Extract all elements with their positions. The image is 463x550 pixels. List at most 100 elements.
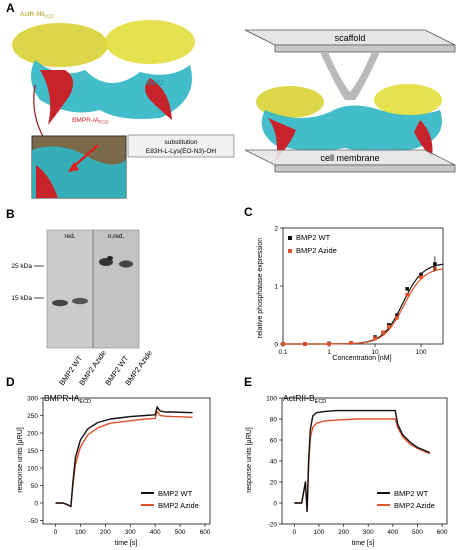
mw-label-25: 25 kDa <box>11 263 32 270</box>
substitution-text: E83H-L-Lys(EO-N3)-OH <box>146 148 216 155</box>
scaffold-plane-side <box>274 44 456 53</box>
scaffold-bmpr-left <box>268 118 296 160</box>
panel-c-letter: C <box>244 205 253 219</box>
c-ytick-label: 2 <box>274 225 278 232</box>
e-title: ActRII-BECD <box>283 393 326 405</box>
panel-b: B red. n.red. 25 kDa 15 kDa BMP2 WT BMP2… <box>6 207 154 387</box>
d-xlabel: time [s] <box>115 540 138 547</box>
scaffold-illustration: scaffold cell membrane <box>244 29 456 173</box>
e-xtick-label: 200 <box>338 529 349 536</box>
actr-domain-right <box>105 20 195 64</box>
c-xtick-label: 10 <box>371 349 379 356</box>
band-nonred-azide <box>119 260 133 268</box>
substitution-box-frame <box>127 134 235 158</box>
c-point <box>419 272 423 277</box>
label-bmpr: BMPR-IAECD <box>72 117 109 125</box>
gel-lane-labels: BMP2 WT BMP2 Azide BMP2 WT BMP2 Azide <box>57 349 154 388</box>
membrane-plane-side <box>274 164 456 173</box>
e-legend: BMP2 WT BMP2 Azide <box>377 489 435 510</box>
c-xtick-label: 0.1 <box>278 349 287 356</box>
scaffold-actr-left <box>256 86 324 118</box>
e-legend-wt: BMP2 WT <box>394 489 429 498</box>
inset-arrow <box>71 144 99 169</box>
c-point <box>419 275 423 280</box>
gel-label-reduced: red. <box>64 233 75 240</box>
inset-arrowhead <box>68 162 79 172</box>
panel-d: D response units [µRU] time [s] BMPR-IAE… <box>6 375 211 547</box>
band-red-wt <box>52 299 68 307</box>
mw-label-15: 15 kDa <box>11 295 32 302</box>
c-fit-line-0 <box>283 263 444 345</box>
e-series-line-0 <box>294 409 431 513</box>
e-ytick-label: 80 <box>270 416 278 423</box>
receptor-complex-illustration: ActR-IIBECD BMP2 BMPR-IAECD <box>12 11 195 141</box>
label-scaffold: scaffold <box>335 33 366 43</box>
d-axes-frame <box>42 397 211 525</box>
d-xtick-label: 600 <box>200 529 211 536</box>
scaffold-bmp2 <box>261 105 442 153</box>
c-point <box>373 336 377 340</box>
d-xtick-label: 400 <box>150 529 161 536</box>
d-ytick-label: -50 <box>29 518 39 525</box>
e-xtick-label: 0 <box>293 529 297 536</box>
c-point <box>381 330 385 335</box>
e-ytick-label: -20 <box>268 521 278 528</box>
e-ytick-label: 60 <box>270 437 278 444</box>
inset-bmp2 <box>32 146 126 198</box>
substitution-title: substitution <box>165 139 198 146</box>
c-point <box>387 324 391 329</box>
band-nonred-wt <box>99 258 113 266</box>
c-legend-marker-azide <box>288 249 292 253</box>
c-ylabel: relative phosphatase expression <box>257 238 264 339</box>
d-ytick-label: 0 <box>34 500 38 507</box>
label-actr: ActR-IIBECD <box>20 11 54 19</box>
c-plot-area: 0.1 1 10 100 0 1 2 <box>274 225 444 356</box>
c-legend-marker-wt <box>288 236 292 240</box>
panel-a: A ActR-IIBECD BMP2 BMPR-IAECD substituti… <box>6 1 456 199</box>
c-point <box>327 342 331 346</box>
band-red-azide <box>72 297 88 305</box>
bmpr-domain-left <box>40 70 74 125</box>
e-xtick-label: 400 <box>387 529 398 536</box>
e-xlabel: time [s] <box>352 540 375 547</box>
d-legend-wt: BMP2 WT <box>158 489 193 498</box>
c-legend-wt: BMP2 WT <box>296 233 331 242</box>
d-legend: BMP2 WT BMP2 Azide <box>141 489 199 510</box>
e-legend-azide: BMP2 Azide <box>394 501 435 510</box>
c-point <box>349 341 353 345</box>
panel-d-letter: D <box>6 375 15 389</box>
c-ytick-label: 1 <box>274 283 278 290</box>
d-title: BMPR-IAECD <box>44 393 91 405</box>
d-ytick-label: 100 <box>27 465 38 472</box>
bmpr-domain-right <box>145 78 172 120</box>
c-legend: BMP2 WT BMP2 Azide <box>288 233 337 255</box>
d-ytick-label: 250 <box>27 413 38 420</box>
d-plot-area: 0 100 200 300 400 500 600 -50 0 50 100 150 200 250 300 <box>27 395 211 536</box>
scaffold-actr-right <box>374 84 442 116</box>
panel-e-letter: E <box>244 375 252 389</box>
e-plot-area: 0 100 200 300 400 500 600 -20 0 20 40 60 80 100 <box>266 395 448 536</box>
e-ytick-label: 40 <box>270 458 278 465</box>
d-ylabel: response units [µRU] <box>17 427 24 493</box>
e-xtick-label: 600 <box>437 529 448 536</box>
d-series-line-0 <box>55 406 193 508</box>
c-legend-azide: BMP2 Azide <box>296 246 337 255</box>
e-ytick-label: 0 <box>273 500 277 507</box>
substitution-box: substitution E83H-L-Lys(EO-N3)-OH <box>110 134 235 158</box>
c-point <box>405 292 409 297</box>
c-point <box>395 313 399 317</box>
c-point <box>303 342 307 346</box>
panel-c: C relative phosphatase expression Concen… <box>244 205 444 362</box>
gel-label-nonreduced: n.red. <box>108 233 125 240</box>
c-xtick-label: 100 <box>416 349 427 356</box>
zoom-inset <box>31 135 127 199</box>
c-ytick-label: 0 <box>274 341 278 348</box>
e-ylabel: response units [µRU] <box>246 427 253 493</box>
gel-nonreduced <box>92 229 140 349</box>
band-nonred-wt-upper <box>107 256 113 260</box>
d-xtick-label: 0 <box>54 529 58 536</box>
d-ytick-label: 300 <box>27 395 38 402</box>
c-point <box>405 287 409 291</box>
e-xtick-label: 500 <box>412 529 423 536</box>
